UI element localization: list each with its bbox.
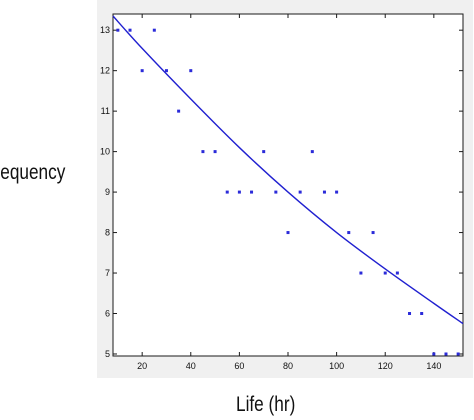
data-point [152,28,156,32]
data-point [383,271,387,275]
plot-area: 20 40 60 80 100 120 140 5 6 7 8 9 10 11 12 13 [97,0,473,378]
data-point [201,150,205,154]
data-point [164,69,168,73]
data-point [250,190,254,194]
x-tick-label: 60 [234,361,244,371]
data-point [408,312,412,316]
data-point [286,231,290,235]
x-tick-label: 20 [137,361,147,371]
axes-box [112,13,464,357]
y-tick-label: 5 [105,349,110,359]
data-point [128,28,132,32]
data-point [359,271,363,275]
data-point [274,190,278,194]
x-tick-label: 80 [283,361,293,371]
data-point [298,190,302,194]
y-tick-label: 7 [105,268,110,278]
y-tick-label: 9 [105,187,110,197]
y-tick-label: 8 [105,228,110,238]
data-point [420,312,424,316]
y-axis-label: Frequency [0,161,66,184]
data-point [432,352,436,356]
x-tick-label: 100 [329,361,344,371]
data-point [237,190,241,194]
x-tick-label: 140 [426,361,441,371]
y-tick-label: 6 [105,309,110,319]
data-point [189,69,193,73]
data-point [225,190,229,194]
data-point [116,28,120,32]
y-tick-label: 13 [100,25,110,35]
data-point [213,150,217,154]
data-point [310,150,314,154]
y-tick-label: 10 [100,147,110,157]
data-point [335,190,339,194]
data-point [395,271,399,275]
data-point [371,231,375,235]
data-point [177,109,181,113]
data-point [262,150,266,154]
y-tick-label: 12 [100,66,110,76]
fit-curve [112,15,464,325]
x-tick-label: 40 [186,361,196,371]
data-point [456,352,460,356]
x-axis-label: Life (hr) [236,393,296,416]
data-point [347,231,351,235]
y-tick-label: 11 [101,106,110,116]
scatter-plot: 20 40 60 80 100 120 140 5 6 7 8 9 10 11 12 13 [100,13,464,371]
x-tick-label: 120 [378,361,393,371]
data-point [140,69,144,73]
data-point [322,190,326,194]
data-point [444,352,448,356]
